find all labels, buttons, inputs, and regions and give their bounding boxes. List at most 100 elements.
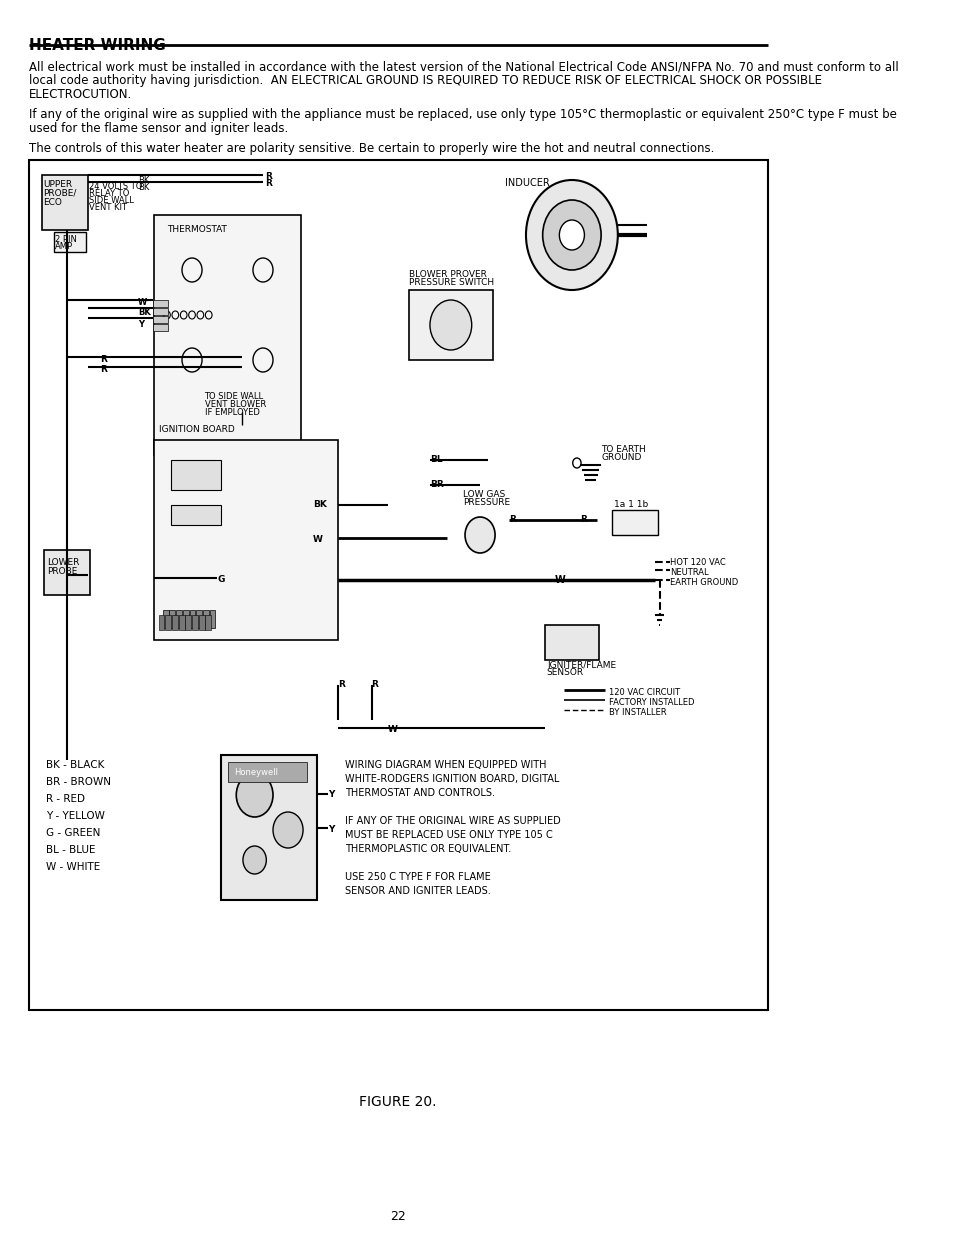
Bar	[152, 324, 168, 331]
Text: G - GREEN: G - GREEN	[46, 827, 100, 839]
Text: IF EMPLOYED: IF EMPLOYED	[204, 408, 259, 417]
Bar	[183, 610, 189, 629]
Text: FIGURE 20.: FIGURE 20.	[359, 1095, 436, 1109]
Text: Y: Y	[328, 825, 335, 834]
Text: UPPER: UPPER	[44, 180, 72, 189]
Bar	[176, 610, 182, 629]
Text: BK: BK	[137, 177, 149, 185]
Text: BL - BLUE: BL - BLUE	[46, 845, 95, 855]
Text: local code authority having jurisdiction.  AN ELECTRICAL GROUND IS REQUIRED TO R: local code authority having jurisdiction…	[30, 74, 821, 86]
Text: VENT KIT: VENT KIT	[90, 203, 127, 212]
Text: TO EARTH: TO EARTH	[600, 445, 645, 454]
Bar	[190, 610, 195, 629]
Text: LOW GAS: LOW GAS	[463, 490, 505, 499]
Circle shape	[525, 180, 618, 290]
Text: W: W	[388, 725, 397, 734]
Text: Y: Y	[328, 790, 335, 799]
Text: PRESSURE SWITCH: PRESSURE SWITCH	[409, 278, 494, 287]
Bar	[154, 215, 300, 454]
Circle shape	[430, 300, 471, 350]
Text: BK - BLACK: BK - BLACK	[46, 760, 104, 769]
Circle shape	[236, 773, 273, 818]
Text: HEATER WIRING: HEATER WIRING	[30, 38, 166, 53]
Text: R: R	[100, 366, 107, 374]
Text: IGNITION BOARD: IGNITION BOARD	[158, 425, 234, 433]
Text: ECO: ECO	[44, 198, 62, 207]
Text: R: R	[579, 515, 586, 524]
Bar	[210, 610, 215, 629]
Text: PRESSURE: PRESSURE	[463, 498, 510, 508]
Text: R: R	[100, 354, 107, 364]
Bar	[203, 610, 209, 629]
Text: THERMOSTAT AND CONTROLS.: THERMOSTAT AND CONTROLS.	[344, 788, 495, 798]
Text: BK: BK	[137, 183, 149, 191]
Bar	[42, 175, 88, 230]
Text: WIRING DIAGRAM WHEN EQUIPPED WITH: WIRING DIAGRAM WHEN EQUIPPED WITH	[344, 760, 546, 769]
Text: 2 PIN: 2 PIN	[55, 235, 77, 245]
Text: SENSOR AND IGNITER LEADS.: SENSOR AND IGNITER LEADS.	[344, 885, 490, 897]
Text: R: R	[337, 680, 345, 689]
Bar	[152, 300, 168, 308]
Text: THERMOSTAT: THERMOSTAT	[167, 225, 227, 233]
Text: W: W	[555, 576, 565, 585]
Circle shape	[464, 517, 495, 553]
Text: NEUTRAL: NEUTRAL	[670, 568, 708, 577]
Text: R: R	[371, 680, 378, 689]
Bar	[171, 459, 221, 490]
Text: BR - BROWN: BR - BROWN	[46, 777, 111, 787]
Text: INDUCER: INDUCER	[504, 178, 549, 188]
Text: USE 250 C TYPE F FOR FLAME: USE 250 C TYPE F FOR FLAME	[344, 872, 490, 882]
Text: HOT 120 VAC: HOT 120 VAC	[670, 558, 725, 567]
Bar	[171, 505, 221, 525]
Bar	[165, 615, 171, 630]
Bar	[172, 615, 177, 630]
Bar	[170, 610, 175, 629]
Text: VENT BLOWER: VENT BLOWER	[204, 400, 266, 409]
Text: G: G	[217, 576, 224, 584]
Text: W: W	[313, 535, 323, 543]
Circle shape	[243, 846, 266, 874]
Text: THERMOPLASTIC OR EQUIVALENT.: THERMOPLASTIC OR EQUIVALENT.	[344, 844, 511, 853]
Text: The controls of this water heater are polarity sensitive. Be certain to properly: The controls of this water heater are po…	[30, 142, 714, 156]
Text: BK: BK	[313, 500, 327, 509]
Bar	[185, 615, 191, 630]
Text: RELAY TO: RELAY TO	[90, 189, 130, 198]
Bar	[178, 615, 184, 630]
Text: W - WHITE: W - WHITE	[46, 862, 100, 872]
Text: 120 VAC CIRCUIT: 120 VAC CIRCUIT	[609, 688, 679, 697]
Text: PROBE/: PROBE/	[44, 189, 76, 198]
Bar	[221, 755, 317, 900]
Text: used for the flame sensor and igniter leads.: used for the flame sensor and igniter le…	[30, 122, 288, 135]
Text: FACTORY INSTALLED: FACTORY INSTALLED	[609, 698, 694, 706]
Text: IF ANY OF THE ORIGINAL WIRE AS SUPPLIED: IF ANY OF THE ORIGINAL WIRE AS SUPPLIED	[344, 816, 560, 826]
Text: ELECTROCUTION.: ELECTROCUTION.	[30, 88, 132, 101]
Text: BLOWER PROVER: BLOWER PROVER	[409, 270, 486, 279]
Text: R: R	[509, 515, 516, 524]
Circle shape	[542, 200, 600, 270]
Text: Honeywell: Honeywell	[233, 768, 277, 777]
Text: W: W	[137, 298, 147, 308]
Text: PROBE: PROBE	[48, 567, 78, 576]
Bar	[205, 615, 211, 630]
Text: BR: BR	[430, 480, 443, 489]
Text: 22: 22	[390, 1210, 406, 1223]
Bar	[196, 610, 202, 629]
Bar	[228, 762, 307, 782]
Text: SENSOR: SENSOR	[546, 668, 583, 677]
Text: SIDE WALL: SIDE WALL	[90, 196, 134, 205]
Text: IGNITER/FLAME: IGNITER/FLAME	[546, 659, 616, 669]
Bar	[198, 615, 204, 630]
Bar	[158, 615, 164, 630]
Circle shape	[273, 811, 303, 848]
Bar	[409, 290, 492, 359]
Text: All electrical work must be installed in accordance with the latest version of t: All electrical work must be installed in…	[30, 61, 898, 73]
Text: R: R	[265, 172, 272, 182]
Bar	[44, 550, 91, 595]
Text: BL: BL	[430, 454, 442, 464]
Bar	[192, 615, 197, 630]
Text: Y: Y	[137, 320, 144, 329]
Text: R: R	[265, 179, 272, 188]
Text: EARTH GROUND: EARTH GROUND	[670, 578, 738, 587]
Bar	[54, 232, 86, 252]
Bar	[163, 610, 169, 629]
